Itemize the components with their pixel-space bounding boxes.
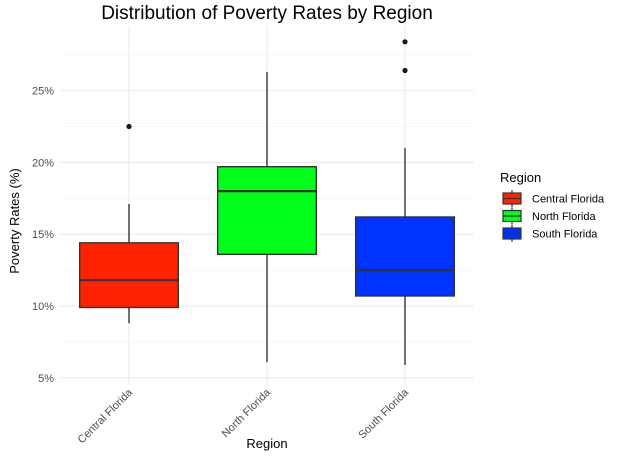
y-tick-label: 25%: [32, 86, 54, 98]
legend-title: Region: [500, 170, 541, 185]
x-tick-label: Central Florida: [76, 386, 136, 446]
outlier-point: [402, 67, 408, 74]
y-tick-label: 15%: [32, 229, 54, 241]
legend-label: Central Florida: [532, 194, 605, 206]
y-tick-label: 20%: [32, 157, 54, 169]
outlier-point: [126, 123, 132, 130]
x-tick-label: South Florida: [356, 386, 411, 441]
box-iqr: [354, 216, 456, 297]
outlier-point: [402, 39, 408, 45]
plot-panel: [60, 26, 474, 385]
y-axis-title: Poverty Rates (%): [7, 168, 22, 273]
legend-item: Central Florida: [502, 190, 605, 207]
legend-items: Central Florida North Florida South Florid…: [502, 190, 605, 242]
box-iqr: [216, 166, 318, 256]
y-tick-label: 5%: [38, 373, 54, 385]
boxes: [78, 39, 456, 365]
box-central-florida: [78, 123, 180, 324]
box-iqr: [78, 242, 180, 309]
x-axis-title: Region: [246, 436, 287, 451]
legend: Region Central Florida North Florida South…: [500, 170, 605, 242]
box-south-florida: [354, 39, 456, 365]
chart-title: Distribution of Poverty Rates by Region: [101, 3, 433, 24]
y-tick-label: 10%: [32, 301, 54, 313]
legend-item: South Florida: [502, 225, 598, 242]
legend-label: North Florida: [532, 211, 596, 223]
x-axis-tick-labels: Central Florida North Florida South Florid…: [76, 386, 412, 446]
x-tick-label: North Florida: [220, 386, 274, 440]
y-axis-tick-labels: 5% 10% 15% 20% 25%: [32, 86, 54, 385]
box-north-florida: [216, 71, 318, 363]
legend-item: North Florida: [502, 207, 596, 225]
legend-label: South Florida: [532, 229, 598, 241]
